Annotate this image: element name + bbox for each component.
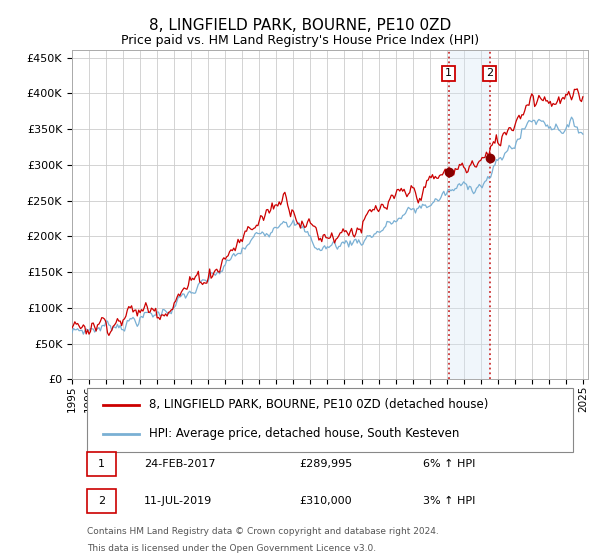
Text: Price paid vs. HM Land Registry's House Price Index (HPI): Price paid vs. HM Land Registry's House … xyxy=(121,34,479,47)
Text: 24-FEB-2017: 24-FEB-2017 xyxy=(144,459,216,469)
Text: 2: 2 xyxy=(98,496,105,506)
Text: 1: 1 xyxy=(445,68,452,78)
Text: 6% ↑ HPI: 6% ↑ HPI xyxy=(423,459,475,469)
Bar xyxy=(449,50,490,379)
Text: £289,995: £289,995 xyxy=(299,459,352,469)
Text: £310,000: £310,000 xyxy=(299,496,352,506)
Text: 11-JUL-2019: 11-JUL-2019 xyxy=(144,496,212,506)
Text: Contains HM Land Registry data © Crown copyright and database right 2024.: Contains HM Land Registry data © Crown c… xyxy=(88,528,439,536)
Text: 3% ↑ HPI: 3% ↑ HPI xyxy=(423,496,475,506)
FancyBboxPatch shape xyxy=(88,452,116,476)
FancyBboxPatch shape xyxy=(88,489,116,513)
Text: 8, LINGFIELD PARK, BOURNE, PE10 0ZD: 8, LINGFIELD PARK, BOURNE, PE10 0ZD xyxy=(149,18,451,32)
Text: 1: 1 xyxy=(98,459,105,469)
FancyBboxPatch shape xyxy=(88,388,572,452)
Text: 2: 2 xyxy=(486,68,493,78)
Text: This data is licensed under the Open Government Licence v3.0.: This data is licensed under the Open Gov… xyxy=(88,544,377,553)
Text: HPI: Average price, detached house, South Kesteven: HPI: Average price, detached house, Sout… xyxy=(149,427,460,440)
Text: 8, LINGFIELD PARK, BOURNE, PE10 0ZD (detached house): 8, LINGFIELD PARK, BOURNE, PE10 0ZD (det… xyxy=(149,398,489,411)
